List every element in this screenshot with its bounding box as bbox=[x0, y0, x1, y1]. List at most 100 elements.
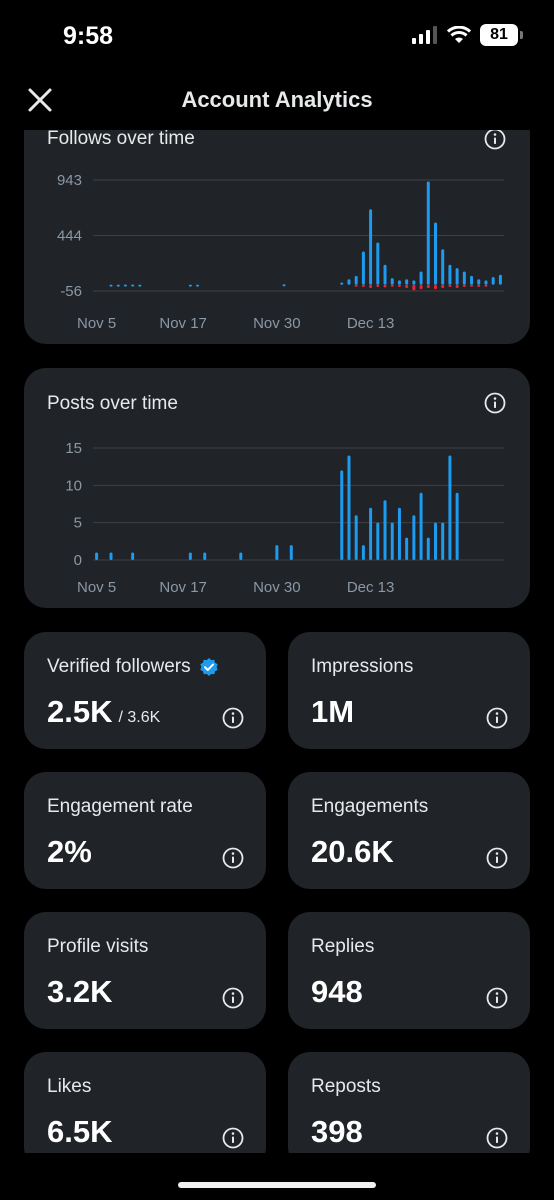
chart-bar bbox=[188, 284, 192, 287]
chart-bar bbox=[491, 277, 495, 285]
y-tick-label: 10 bbox=[65, 477, 82, 494]
stat-label: Engagements bbox=[311, 796, 429, 817]
chart-bar bbox=[484, 284, 488, 287]
stat-label: Replies bbox=[311, 936, 375, 957]
chart-bar bbox=[369, 284, 373, 289]
chart-bar bbox=[419, 284, 423, 290]
status-icons: 81 bbox=[412, 24, 523, 46]
follows-chart: 943 444 -56 Nov 5 Nov 17 Nov 30 Dec 13 bbox=[57, 172, 504, 332]
chart-bar bbox=[369, 507, 373, 560]
stat-value: 398 bbox=[311, 1114, 363, 1149]
chart-bar bbox=[426, 181, 430, 285]
stat-value: 20.6K bbox=[311, 834, 394, 869]
info-icon[interactable] bbox=[486, 707, 508, 729]
chart-bar bbox=[275, 545, 279, 560]
chart-bar bbox=[123, 284, 127, 287]
chart-bar bbox=[203, 552, 207, 560]
chart-bar bbox=[383, 284, 387, 288]
cellular-signal-icon bbox=[412, 26, 437, 44]
y-tick-label: 5 bbox=[74, 515, 82, 532]
chart-bar bbox=[441, 249, 445, 285]
chart-bar bbox=[369, 209, 373, 285]
chart-bar bbox=[448, 284, 452, 287]
y-tick-label: 0 bbox=[74, 552, 82, 569]
y-tick-label: 943 bbox=[57, 172, 82, 189]
stat-card-impressions[interactable]: Impressions 1M bbox=[288, 632, 530, 749]
chart-bar bbox=[498, 274, 502, 285]
info-icon[interactable] bbox=[484, 392, 506, 414]
stat-value: 948 bbox=[311, 974, 363, 1009]
info-icon[interactable] bbox=[222, 987, 244, 1009]
info-icon[interactable] bbox=[222, 1127, 244, 1149]
chart-bar bbox=[354, 515, 358, 560]
chart-bar bbox=[361, 251, 365, 285]
chart-bar bbox=[419, 492, 423, 560]
stat-card-verified-followers[interactable]: Verified followers 2.5K / 3.6K bbox=[24, 632, 266, 749]
status-bar: 9:58 81 bbox=[0, 0, 554, 70]
chart-bar bbox=[448, 264, 452, 285]
stat-value-wrap: 2.5K / 3.6K bbox=[47, 694, 160, 730]
stat-value: 3.2K bbox=[47, 974, 113, 1009]
info-icon[interactable] bbox=[222, 707, 244, 729]
stat-label: Reposts bbox=[311, 1076, 381, 1097]
x-tick-label: Nov 5 bbox=[77, 579, 116, 596]
chart-bar bbox=[188, 552, 192, 560]
analytics-scroll-area[interactable]: Follows over time 943 444 -56 Nov 5 Nov 17 No… bbox=[0, 130, 554, 1153]
x-tick-label: Dec 13 bbox=[347, 579, 395, 596]
info-icon[interactable] bbox=[486, 1127, 508, 1149]
battery-icon: 81 bbox=[480, 24, 523, 46]
chart-bar bbox=[434, 522, 437, 560]
info-icon[interactable] bbox=[486, 847, 508, 869]
follows-chart-title: Follows over time bbox=[47, 130, 195, 149]
chart-bar bbox=[390, 278, 394, 285]
chart-bar bbox=[397, 280, 401, 285]
chart-bar bbox=[441, 284, 445, 289]
chart-bar bbox=[455, 492, 459, 560]
chart-bar bbox=[441, 522, 445, 560]
chart-bar bbox=[470, 284, 474, 287]
chart-bar bbox=[462, 271, 466, 285]
stat-value: 2.5K bbox=[47, 694, 113, 729]
x-tick-label: Dec 13 bbox=[347, 315, 395, 332]
stat-card-engagements[interactable]: Engagements 20.6K bbox=[288, 772, 530, 889]
chart-bar bbox=[484, 280, 488, 285]
info-icon[interactable] bbox=[486, 987, 508, 1009]
stat-card-profile-visits[interactable]: Profile visits 3.2K bbox=[24, 912, 266, 1029]
chart-bar bbox=[405, 284, 409, 289]
stat-value: 6.5K bbox=[47, 1114, 113, 1149]
chart-bar bbox=[455, 284, 459, 289]
close-icon[interactable] bbox=[26, 86, 54, 114]
chart-bar bbox=[116, 284, 120, 287]
x-tick-label: Nov 17 bbox=[159, 315, 207, 332]
chart-bar bbox=[138, 284, 142, 287]
x-tick-label: Nov 30 bbox=[253, 579, 301, 596]
info-icon[interactable] bbox=[484, 130, 506, 150]
page-title: Account Analytics bbox=[181, 87, 373, 112]
chart-bar bbox=[376, 284, 380, 287]
chart-bar bbox=[397, 284, 401, 287]
stat-label: Likes bbox=[47, 1076, 92, 1097]
stat-value: 2% bbox=[47, 834, 92, 869]
x-tick-label: Nov 5 bbox=[77, 315, 116, 332]
posts-chart: 15 10 5 0 Nov 5 Nov 17 Nov 30 Dec 13 bbox=[65, 440, 504, 596]
y-tick-label: -56 bbox=[60, 283, 82, 300]
info-icon[interactable] bbox=[222, 847, 244, 869]
chart-bar bbox=[434, 284, 437, 290]
chart-bar bbox=[390, 284, 394, 287]
stat-card-likes[interactable]: Likes 6.5K bbox=[24, 1052, 266, 1153]
chart-bar bbox=[455, 268, 459, 285]
stat-label: Engagement rate bbox=[47, 796, 193, 817]
verified-badge-icon bbox=[199, 658, 218, 676]
chart-bar bbox=[376, 522, 380, 560]
chart-bar bbox=[95, 552, 99, 560]
chart-bar bbox=[470, 275, 474, 285]
y-tick-label: 444 bbox=[57, 227, 82, 244]
stat-card-engagement-rate[interactable]: Engagement rate 2% bbox=[24, 772, 266, 889]
chart-bar bbox=[477, 284, 481, 287]
stat-value: 1M bbox=[311, 694, 355, 729]
stat-card-replies[interactable]: Replies 948 bbox=[288, 912, 530, 1029]
chart-bar bbox=[131, 284, 135, 287]
status-time: 9:58 bbox=[63, 22, 114, 50]
stat-card-reposts[interactable]: Reposts 398 bbox=[288, 1052, 530, 1153]
posts-chart-title: Posts over time bbox=[47, 393, 178, 414]
